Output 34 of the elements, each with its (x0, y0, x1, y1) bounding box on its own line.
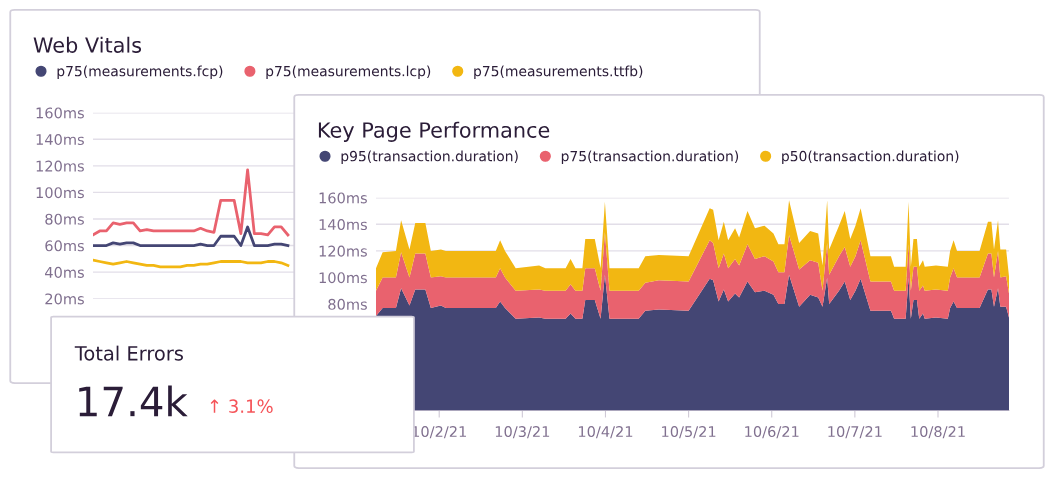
y-tick-label: 100ms (36, 187, 84, 199)
y-tick-label: 80ms (328, 298, 367, 310)
y-tick-label: 80ms (45, 213, 84, 225)
x-tick-label: 10/2/21 (412, 426, 466, 439)
text: ↑ 3.1% (210, 399, 273, 414)
legend-label: p75(measurements.fcp) (57, 65, 223, 80)
y-tick-label: 120ms (319, 245, 367, 257)
y-tick-label: 160ms (319, 192, 367, 204)
y-tick-label: 40ms (45, 266, 84, 278)
y-tick-label: 60ms (45, 240, 84, 252)
x-tick-label: 10/8/21 (911, 426, 965, 439)
y-tick-label: 140ms (36, 133, 84, 146)
chart-title: Key Page Performance (318, 121, 550, 142)
y-tick-label: 140ms (319, 219, 367, 231)
line-series (93, 168, 290, 237)
legend-label: p95(transaction.duration) (341, 150, 518, 165)
x-tick-label: 10/4/21 (578, 426, 633, 439)
x-tick-label: 10/3/21 (495, 426, 550, 439)
y-tick-label: 100ms (319, 272, 367, 284)
text: Total Errors (74, 345, 183, 361)
x-tick-label: 10/7/21 (828, 426, 882, 439)
legend-label: p75(transaction.duration) (561, 150, 739, 165)
x-tick-label: 10/5/21 (662, 426, 716, 439)
legend-label: p75(measurements.lcp) (266, 65, 431, 80)
line-series (93, 225, 290, 247)
text: 17.4k (79, 385, 188, 417)
y-tick-label: 120ms (36, 160, 84, 172)
y-tick-label: 20ms (45, 293, 84, 305)
chart-title: Web Vitals (33, 36, 142, 53)
legend-label: p75(measurements.ttfb) (474, 65, 643, 80)
legend-label: p50(transaction.duration) (782, 150, 959, 165)
x-tick-label: 10/6/21 (745, 426, 799, 439)
y-tick-label: 160ms (36, 107, 84, 119)
line-series (93, 258, 290, 269)
